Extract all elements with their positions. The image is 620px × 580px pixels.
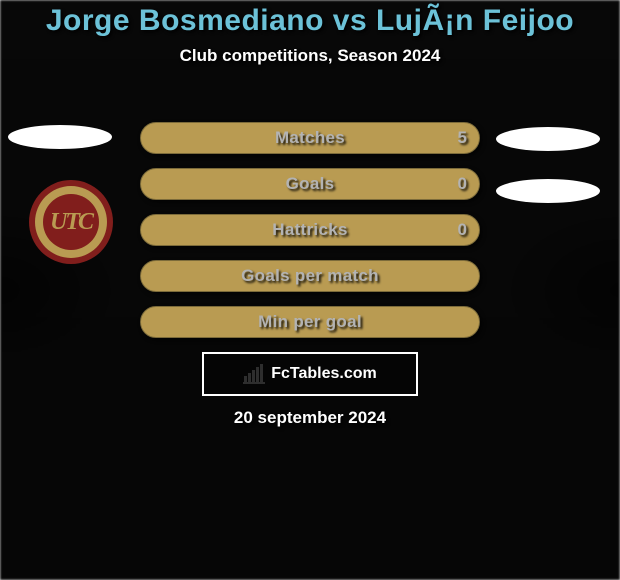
stat-label: Min per goal [258,312,362,332]
crest-letters: UTC [50,209,92,236]
brand-text: FcTables.com [271,365,377,383]
stat-value-right: 0 [458,174,467,194]
club-crest: UTC [29,180,113,264]
player-left-placeholder [8,125,112,149]
stat-bars: Matches 5 Goals 0 Hattricks 0 Goals per … [140,122,480,352]
stat-label: Matches [275,128,345,148]
stat-label: Goals per match [241,266,379,286]
page-title: Jorge Bosmediano vs LujÃ¡n Feijoo [0,4,620,38]
stat-bar-matches: Matches 5 [140,122,480,154]
bar-chart-icon [243,364,265,384]
stat-bar-goals: Goals 0 [140,168,480,200]
subtitle: Club competitions, Season 2024 [0,46,620,66]
player-right-placeholder-1 [496,127,600,151]
stat-value-right: 5 [458,128,467,148]
stat-value-right: 0 [458,220,467,240]
date-label: 20 september 2024 [0,408,620,428]
stat-bar-hattricks: Hattricks 0 [140,214,480,246]
player-right-placeholder-2 [496,179,600,203]
stat-label: Hattricks [272,220,347,240]
brand-box: FcTables.com [202,352,418,396]
stat-bar-min-per-goal: Min per goal [140,306,480,338]
crest-inner-disc: UTC [43,194,99,250]
stat-bar-goals-per-match: Goals per match [140,260,480,292]
stat-label: Goals [286,174,335,194]
